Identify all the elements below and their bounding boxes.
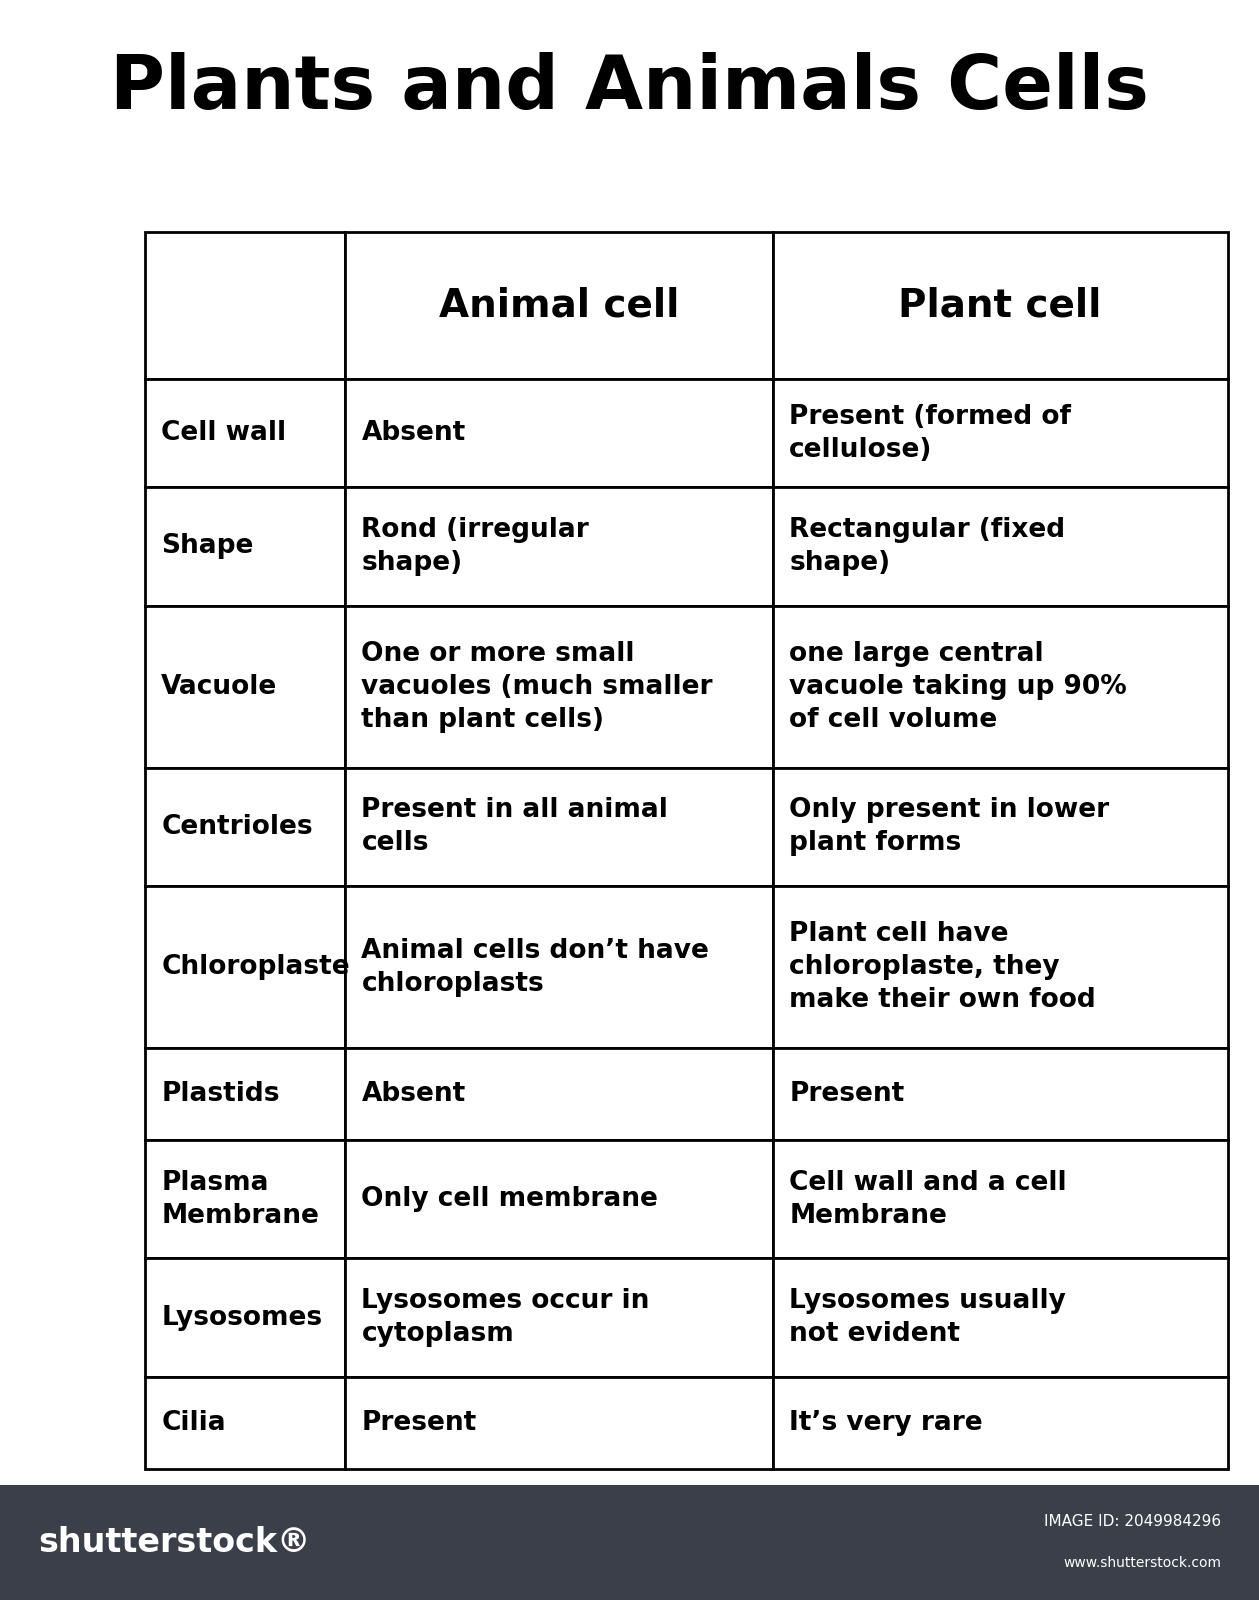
Bar: [345, 768, 773, 886]
Bar: [345, 886, 773, 1048]
Text: Chloroplaste: Chloroplaste: [161, 954, 350, 981]
Text: one large central
vacuole taking up 90%
of cell volume: one large central vacuole taking up 90% …: [789, 640, 1127, 733]
Bar: [345, 232, 773, 379]
Text: Plant cell have
chloroplaste, they
make their own food: Plant cell have chloroplaste, they make …: [789, 922, 1095, 1013]
Bar: [773, 1139, 1228, 1259]
Bar: [773, 1378, 1228, 1469]
Text: Present in all animal
cells: Present in all animal cells: [361, 797, 669, 856]
Bar: [145, 606, 345, 768]
Text: Cell wall: Cell wall: [161, 421, 286, 446]
Bar: [145, 768, 345, 886]
Text: Animal cell: Animal cell: [438, 286, 679, 325]
Text: Present (formed of
cellulose): Present (formed of cellulose): [789, 403, 1071, 462]
Text: Only cell membrane: Only cell membrane: [361, 1186, 658, 1213]
Text: Present: Present: [361, 1410, 477, 1435]
Text: Plants and Animals Cells: Plants and Animals Cells: [110, 51, 1149, 125]
Bar: [145, 1048, 345, 1139]
Text: Plastids: Plastids: [161, 1082, 279, 1107]
Bar: [345, 379, 773, 486]
Text: Only present in lower
plant forms: Only present in lower plant forms: [789, 797, 1109, 856]
Bar: [773, 232, 1228, 379]
Bar: [773, 886, 1228, 1048]
Text: Cell wall and a cell
Membrane: Cell wall and a cell Membrane: [789, 1170, 1066, 1229]
Text: www.shutterstock.com: www.shutterstock.com: [1064, 1557, 1221, 1570]
Text: Animal cells don’t have
chloroplasts: Animal cells don’t have chloroplasts: [361, 938, 709, 997]
Text: Cilia: Cilia: [161, 1410, 225, 1435]
Text: Present: Present: [789, 1082, 904, 1107]
Text: Absent: Absent: [361, 1082, 466, 1107]
Bar: [345, 1378, 773, 1469]
Text: IMAGE ID: 2049984296: IMAGE ID: 2049984296: [1044, 1514, 1221, 1530]
Bar: [345, 1048, 773, 1139]
Text: Lysosomes usually
not evident: Lysosomes usually not evident: [789, 1288, 1066, 1347]
Text: Plant cell: Plant cell: [899, 286, 1102, 325]
Bar: [345, 1259, 773, 1378]
Bar: [773, 768, 1228, 886]
Bar: [145, 486, 345, 606]
Bar: [0, 1485, 1259, 1600]
Text: Shape: Shape: [161, 533, 253, 560]
Bar: [145, 1139, 345, 1259]
Bar: [345, 1139, 773, 1259]
Bar: [345, 606, 773, 768]
Text: shutterstock®: shutterstock®: [38, 1526, 310, 1558]
Text: Absent: Absent: [361, 421, 466, 446]
Bar: [773, 606, 1228, 768]
Text: One or more small
vacuoles (much smaller
than plant cells): One or more small vacuoles (much smaller…: [361, 640, 713, 733]
Text: Rond (irregular
shape): Rond (irregular shape): [361, 517, 589, 576]
Text: Centrioles: Centrioles: [161, 814, 312, 840]
Bar: [773, 1259, 1228, 1378]
Text: It’s very rare: It’s very rare: [789, 1410, 983, 1435]
Bar: [145, 232, 345, 379]
Bar: [145, 1259, 345, 1378]
Bar: [773, 379, 1228, 486]
Text: Lysosomes occur in
cytoplasm: Lysosomes occur in cytoplasm: [361, 1288, 650, 1347]
Text: Rectangular (fixed
shape): Rectangular (fixed shape): [789, 517, 1065, 576]
Bar: [773, 486, 1228, 606]
Bar: [145, 1378, 345, 1469]
Text: Lysosomes: Lysosomes: [161, 1304, 322, 1331]
Text: Plasma
Membrane: Plasma Membrane: [161, 1170, 319, 1229]
Bar: [145, 379, 345, 486]
Bar: [773, 1048, 1228, 1139]
Text: Vacuole: Vacuole: [161, 674, 277, 699]
Bar: [145, 886, 345, 1048]
Bar: [345, 486, 773, 606]
